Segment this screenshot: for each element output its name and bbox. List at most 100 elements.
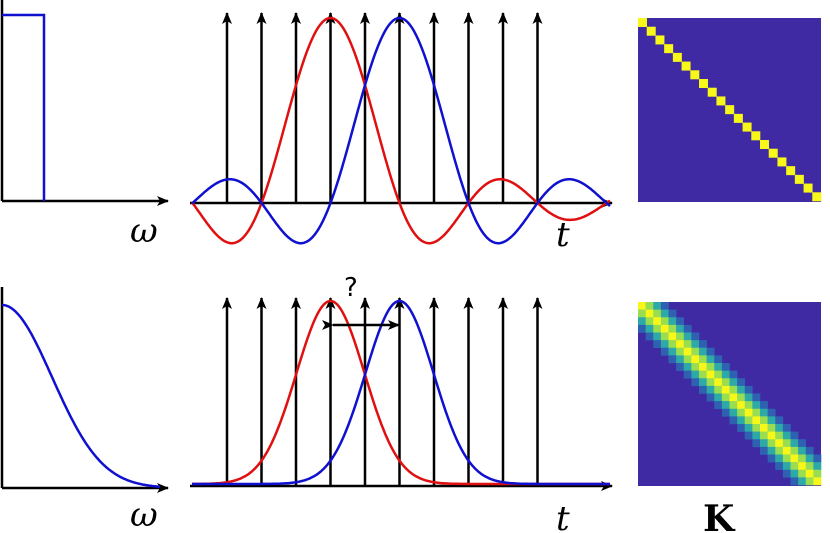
bottom-matrix-cell (660, 309, 669, 318)
bottom-matrix-cell (729, 401, 738, 410)
bottom-matrix-cell (744, 416, 753, 425)
bottom-matrix-cell (645, 332, 654, 341)
bottom-matrix-cell (790, 454, 799, 463)
bottom-matrix-cell (721, 393, 730, 402)
top-matrix-cell (681, 61, 691, 71)
bottom-matrix-band (638, 302, 822, 486)
bottom-matrix-cell (790, 439, 799, 448)
bottom-matrix-cell (752, 408, 761, 417)
bottom-matrix-cell (798, 477, 807, 486)
bottom-matrix-cell (660, 347, 669, 356)
bottom-matrix-cell (699, 370, 707, 379)
top-matrix-cell (742, 122, 752, 132)
bottom-matrix-cell (638, 324, 646, 333)
bottom-matrix-cell (653, 309, 662, 318)
bottom-matrix-cell (699, 385, 707, 394)
bottom-matrix-cell (782, 439, 791, 448)
bottom-matrix-cell (721, 378, 730, 387)
bottom-matrix-cell (760, 431, 768, 440)
top-matrix-cell (664, 44, 674, 54)
bottom-matrix-cell (721, 370, 730, 379)
bottom-matrix-cell (660, 332, 669, 341)
bottom-matrix-cell (691, 370, 700, 379)
top-box-spectrum (2, 13, 46, 201)
bottom-matrix-cell (790, 469, 799, 478)
bottom-matrix-cell (760, 401, 768, 410)
top-matrix-cell (733, 113, 743, 123)
bottom-matrix: K (638, 302, 822, 533)
bottom-matrix-cell (706, 378, 715, 387)
bottom-matrix-cell (760, 446, 768, 455)
top-blue-sinc (191, 16, 611, 245)
bottom-matrix-cell (775, 462, 784, 471)
bottom-matrix-cell (744, 393, 753, 402)
bottom-matrix-cell (691, 378, 700, 387)
bottom-matrix-cell (714, 378, 723, 387)
top-matrix-cell (690, 70, 700, 80)
top-matrix (638, 18, 822, 202)
bottom-matrix-cell (653, 332, 662, 341)
bottom-matrix-cell (721, 401, 730, 410)
bottom-matrix-cell (676, 324, 685, 333)
top-matrix-cell (672, 52, 682, 62)
bottom-matrix-cell (683, 340, 692, 349)
top-signal-panel: t (190, 12, 613, 255)
bottom-signal-panel: ? t (190, 273, 613, 533)
bottom-matrix-cell (760, 424, 768, 432)
bottom-matrix-cell (683, 324, 692, 333)
bottom-matrix-cell (790, 462, 799, 471)
bottom-matrix-cell (691, 340, 700, 349)
bottom-matrix-cell (790, 446, 799, 455)
top-matrix-cell (725, 105, 735, 115)
bottom-matrix-cell (737, 378, 746, 387)
bottom-matrix-cell (737, 416, 746, 425)
bottom-matrix-cell (805, 462, 814, 471)
bottom-matrix-cell (668, 324, 677, 333)
top-matrix-cell (760, 140, 770, 150)
bottom-matrix-cell (752, 439, 761, 448)
bottom-matrix-cell (638, 302, 646, 310)
bottom-matrix-cell (737, 401, 746, 410)
bottom-matrix-cell (744, 385, 753, 394)
bottom-matrix-cell (813, 477, 822, 486)
top-matrix-cell (768, 148, 778, 158)
bottom-matrix-cell (683, 355, 692, 364)
bottom-matrix-cell (676, 363, 685, 371)
bottom-matrix-cell (813, 454, 822, 463)
bottom-matrix-cell (706, 370, 715, 379)
bottom-matrix-cell (737, 385, 746, 394)
bottom-matrix-cell (699, 340, 707, 349)
bottom-matrix-cell (805, 446, 814, 455)
bottom-matrix-cell (744, 408, 753, 417)
top-matrix-cell (716, 96, 726, 106)
bottom-matrix-cell (645, 317, 654, 326)
bottom-matrix-cell (729, 378, 738, 387)
top-matrix-diagonal (638, 18, 822, 202)
bottom-matrix-cell (737, 408, 746, 417)
bottom-blue-gaussian (192, 299, 610, 486)
bottom-matrix-cell (721, 385, 730, 394)
bottom-sample-arrows (222, 297, 543, 486)
bottom-matrix-cell (668, 332, 677, 341)
top-matrix-cell (699, 79, 709, 89)
top-matrix-cell (777, 157, 787, 167)
bottom-matrix-cell (683, 363, 692, 371)
bottom-matrix-cell (645, 309, 654, 318)
bottom-matrix-cell (676, 347, 685, 356)
bottom-matrix-cell (691, 332, 700, 341)
bottom-matrix-cell (737, 424, 746, 432)
bottom-matrix-cell (683, 332, 692, 341)
bottom-matrix-cell (767, 454, 776, 463)
bottom-matrix-cell (729, 416, 738, 425)
bottom-matrix-cell (767, 424, 776, 432)
bottom-matrix-cell (653, 317, 662, 326)
bottom-matrix-cell (706, 363, 715, 371)
bottom-matrix-cell (653, 324, 662, 333)
bottom-matrix-cell (721, 408, 730, 417)
top-matrix-cell (794, 174, 804, 184)
bottom-matrix-cell (775, 416, 784, 425)
bottom-matrix-cell (782, 431, 791, 440)
top-t-label: t (556, 215, 570, 255)
bottom-matrix-cell (805, 454, 814, 463)
top-matrix-cell (646, 26, 656, 36)
